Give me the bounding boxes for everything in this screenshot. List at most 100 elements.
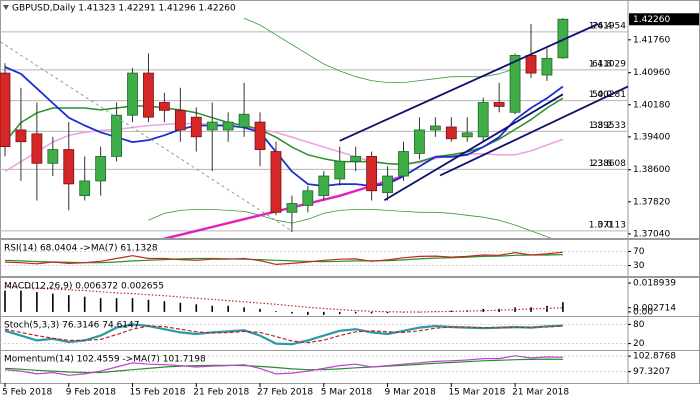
- candle-body: [206, 121, 218, 131]
- x-tick-label: 5 Mar 2018: [321, 388, 373, 398]
- fib-ratio: 50.0: [592, 90, 612, 100]
- histogram-bar: [227, 305, 229, 312]
- candle-body: [158, 102, 170, 111]
- histogram-bar: [450, 310, 453, 312]
- candle-body: [541, 57, 553, 76]
- candle-body: [238, 113, 250, 128]
- y-tick-label: 70: [633, 247, 645, 257]
- series-line: [4, 254, 563, 264]
- candle-body: [127, 72, 138, 116]
- y-tick-label: 0.00: [633, 307, 653, 317]
- y-tick-label: 0.018939: [633, 279, 676, 289]
- x-tick-label: 9 Feb 2018: [66, 388, 117, 398]
- candle-body: [270, 151, 282, 213]
- candle-body: [429, 125, 441, 131]
- plot-area: 76.41.4195461.81.4102950.01.4028138.21.3…: [0, 17, 628, 238]
- candle-body: [63, 149, 75, 185]
- fib-price: 1.41954: [589, 21, 626, 31]
- trend-line: [339, 23, 599, 142]
- series-line: [4, 355, 563, 376]
- plot-area: [0, 355, 628, 376]
- candle-body: [382, 175, 393, 194]
- y-tick-label: 1.39400: [633, 132, 670, 142]
- candle-body: [477, 102, 489, 138]
- histogram-bar: [498, 308, 500, 312]
- candle-body: [461, 132, 473, 138]
- y-tick-label: 1.37040: [633, 229, 670, 239]
- histogram-bar: [530, 307, 532, 312]
- histogram-bar: [259, 308, 261, 312]
- indicator-title: MACD(12,26,9) 0.006372 0.002655: [4, 282, 164, 292]
- series-line: [4, 97, 564, 166]
- histogram-bar: [211, 305, 214, 312]
- candle-body: [350, 156, 362, 162]
- series-line: [4, 325, 563, 344]
- candle-body: [222, 121, 234, 131]
- trend-line: [0, 41, 291, 231]
- candle-body: [286, 203, 298, 213]
- histogram-bar: [275, 311, 277, 312]
- candle-body: [525, 55, 537, 74]
- indicator-title: Stoch(5,3,3) 76.3146 74.6147: [4, 321, 139, 331]
- symbol-icon: [3, 5, 9, 10]
- candle-body: [143, 72, 154, 118]
- trend-line: [439, 85, 628, 177]
- histogram-bar: [20, 290, 22, 312]
- histogram-bar: [418, 311, 421, 313]
- fib-price: 1.41029: [589, 59, 626, 69]
- series-line: [4, 286, 563, 313]
- x-tick-label: 27 Feb 2018: [257, 388, 313, 398]
- candle-body: [190, 116, 202, 138]
- fib-ratio: 76.4: [592, 21, 612, 31]
- histogram-bar: [67, 295, 70, 312]
- histogram-bar: [131, 298, 134, 312]
- candle-body: [334, 160, 346, 180]
- candle-body: [318, 175, 330, 197]
- x-tick-label: 21 Mar 2018: [512, 388, 569, 398]
- candle-body: [509, 55, 521, 113]
- candle-body: [493, 102, 505, 107]
- plot-area: [4, 286, 564, 315]
- candle-body: [414, 129, 425, 154]
- fib-price: 1.37113: [589, 220, 626, 230]
- fib-price: 1.38608: [589, 159, 626, 169]
- candle-body: [31, 133, 43, 164]
- x-tick-label: 21 Feb 2018: [193, 388, 249, 398]
- histogram-bar: [562, 302, 564, 312]
- y-tick-label: 1.37820: [633, 197, 670, 207]
- fib-ratio: 0.0: [598, 220, 613, 230]
- chart-title: GBPUSD,Daily 1.41323 1.42291 1.41296 1.4…: [12, 4, 236, 14]
- fib-price: 1.39533: [589, 121, 626, 131]
- histogram-bar: [115, 298, 118, 312]
- fib-ratio: 61.8: [592, 59, 612, 69]
- histogram-bar: [338, 311, 341, 315]
- histogram-bar: [370, 311, 373, 314]
- candle-body: [79, 180, 91, 197]
- histogram-bar: [386, 311, 389, 314]
- candle-body: [398, 151, 409, 177]
- y-tick-label: 1.40180: [633, 100, 670, 110]
- series-line: [148, 209, 552, 238]
- candle-body: [0, 72, 11, 148]
- indicator-title: RSI(14) 68.0404 ->MA(7) 61.1328: [4, 244, 158, 254]
- histogram-bar: [354, 311, 357, 314]
- histogram-bar: [4, 290, 6, 312]
- histogram-bar: [243, 307, 245, 312]
- series-line: [4, 66, 564, 187]
- histogram-bar: [307, 311, 309, 315]
- candle-body: [95, 156, 107, 182]
- y-tick-label: 1.40960: [633, 68, 670, 78]
- histogram-bar: [179, 302, 182, 312]
- histogram-bar: [482, 308, 484, 312]
- x-tick-label: 5 Feb 2018: [2, 388, 53, 398]
- y-tick-label: 1.38600: [633, 165, 670, 175]
- y-tick-label: 30: [633, 261, 645, 271]
- x-tick-label: 15 Mar 2018: [448, 388, 505, 398]
- candle-body: [47, 149, 59, 164]
- histogram-bar: [514, 307, 516, 312]
- y-tick-label: 97.3207: [633, 367, 670, 377]
- y-tick-label: 20: [633, 339, 645, 349]
- x-tick-label: 15 Feb 2018: [130, 388, 186, 398]
